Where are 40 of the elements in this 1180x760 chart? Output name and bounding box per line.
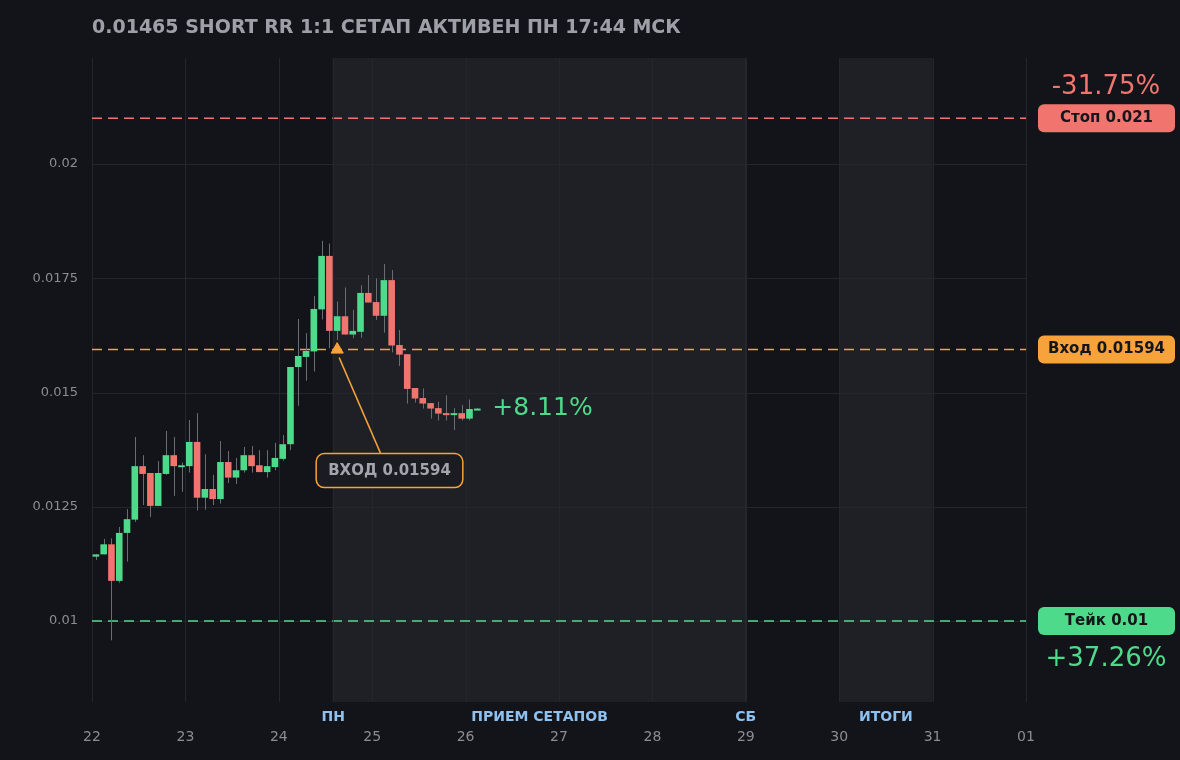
- x-tick-label: 31: [923, 728, 942, 745]
- x-tick-label: 01: [1017, 728, 1035, 745]
- annotation: ВХОД 0.01594: [328, 461, 451, 480]
- candlestick: [201, 453, 209, 511]
- ref-line-label: Стоп 0.021: [1059, 108, 1154, 127]
- candlestick: [170, 436, 178, 497]
- x-tick-label: 25: [363, 728, 382, 745]
- candlestick: [333, 301, 341, 341]
- x-tick-label: 27: [550, 728, 568, 745]
- candlestick: [224, 450, 232, 484]
- annotation: +8.11%: [492, 392, 593, 422]
- band-label: ИТОГИ: [858, 707, 913, 724]
- text: +37.26%: [1045, 641, 1167, 672]
- x-tick-label: 23: [176, 728, 195, 745]
- candlestick: [209, 474, 216, 506]
- candlestick: [123, 508, 131, 563]
- x-tick-label: 26: [456, 728, 475, 745]
- x-tick-label: 28: [643, 728, 662, 745]
- candlestick: [162, 430, 170, 476]
- x-tick-label: 24: [269, 728, 288, 745]
- ref-line-label: ПН: [321, 707, 345, 724]
- x-tick-label: 30: [830, 728, 849, 745]
- band-label: ПРИЕМ СЕТАПОВ: [471, 707, 608, 724]
- chart-title: 0.01465 SHORT RR 1:1 СЕТАП АКТИВЕН ПН 17:44 МСК: [92, 15, 681, 37]
- y-tick-label: 0.02: [49, 155, 78, 171]
- candlestick: [263, 449, 271, 479]
- ref-line-label: Вход 0.01594: [1047, 339, 1166, 358]
- x-tick-label: 29: [736, 728, 755, 745]
- candlestick: [450, 407, 458, 431]
- y-tick-label: 0.0125: [32, 498, 78, 514]
- candlestick: [240, 446, 248, 474]
- y-tick-label: 0.01: [49, 612, 78, 628]
- y-tick-label: 0.0175: [32, 269, 78, 285]
- x-tick-label: 22: [83, 728, 101, 745]
- candlestick: [232, 457, 240, 485]
- y-tick-label: 0.015: [40, 383, 78, 399]
- ref-line-label: Тейк 0.01: [1064, 610, 1149, 629]
- ref-line-label: СБ: [735, 707, 757, 724]
- text: -31.75%: [1051, 70, 1161, 101]
- candlestick: [341, 286, 349, 336]
